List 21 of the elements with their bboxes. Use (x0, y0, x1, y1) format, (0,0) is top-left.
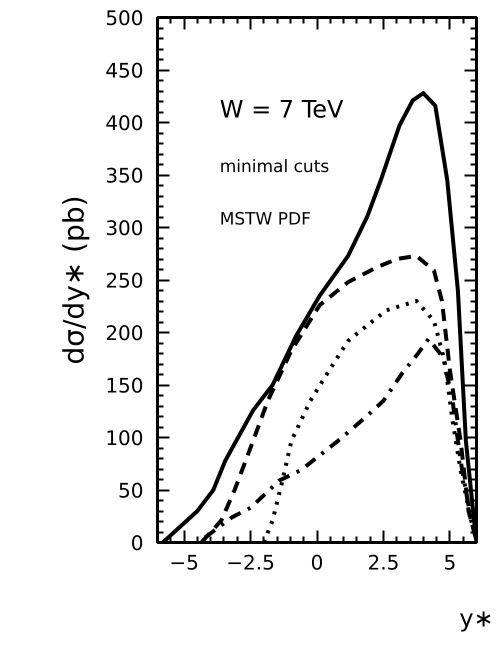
x-tick-label: 5 (444, 550, 456, 574)
annotation: MSTW PDF (220, 210, 311, 230)
x-tick-label: 0 (310, 550, 324, 574)
y-tick-label: 150 (105, 374, 144, 398)
y-axis-title: dσ/dy∗ (pb) (57, 195, 90, 365)
x-tick-label: −2.5 (226, 550, 275, 574)
y-tick-label: 450 (105, 58, 144, 82)
annotation: W = 7 TeV (220, 95, 344, 124)
x-tick-label: −5 (169, 550, 199, 574)
y-tick-label: 100 (105, 426, 144, 450)
y-tick-label: 300 (105, 216, 144, 240)
x-axis-title: y∗ (459, 604, 494, 632)
y-tick-label: 400 (105, 111, 144, 135)
y-tick-label: 0 (130, 531, 144, 555)
x-tick-label: 2.5 (368, 550, 400, 574)
y-tick-label: 250 (105, 268, 144, 292)
y-tick-label: 50 (118, 478, 144, 502)
y-tick-label: 200 (105, 321, 144, 345)
y-tick-label: 500 (105, 6, 144, 30)
annotation: minimal cuts (220, 157, 330, 178)
y-tick-label: 350 (105, 164, 144, 188)
